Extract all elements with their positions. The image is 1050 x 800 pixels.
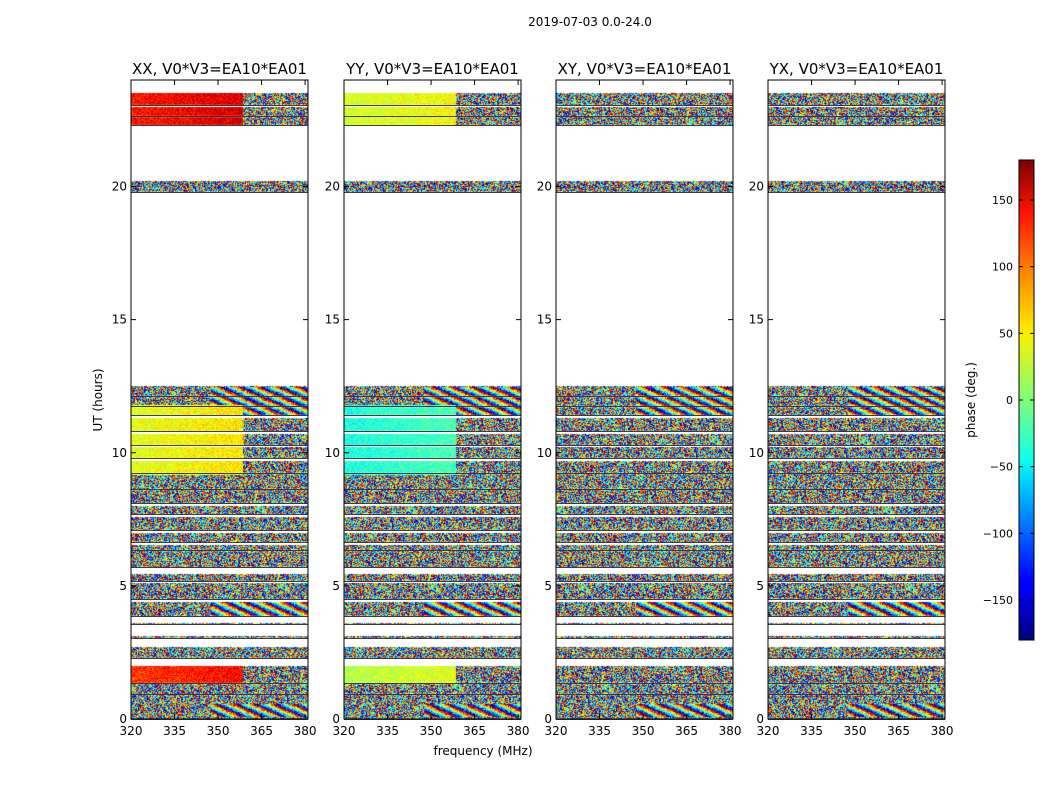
colorbar-tick-label: 100 — [992, 261, 1013, 274]
y-tick-label: 10 — [112, 446, 127, 460]
y-tick-label: 5 — [756, 579, 764, 593]
y-tick-label: 0 — [332, 712, 340, 726]
panel-title: XY, V0*V3=EA10*EA01 — [558, 60, 732, 78]
panel-frame — [555, 79, 734, 720]
y-tick-label: 20 — [537, 180, 552, 194]
colorbar-tick-label: −100 — [983, 527, 1013, 540]
figure-suptitle: 2019-07-03 0.0-24.0 — [528, 15, 652, 29]
x-tick-label: 350 — [420, 724, 443, 738]
x-axis-label: frequency (MHz) — [433, 744, 532, 758]
x-tick-label: 335 — [163, 724, 186, 738]
x-tick-label: 335 — [588, 724, 611, 738]
phase-raster — [131, 80, 308, 719]
colorbar-tick-label: −150 — [983, 594, 1013, 607]
panel-xy: XY, V0*V3=EA10*EA01 0 5 10 15 20 320 335 350 365 3… — [537, 60, 742, 738]
phase-raster — [768, 80, 945, 719]
panel-yy: YY, V0*V3=EA10*EA01 0 5 10 15 20 320 335 350 365 3… — [325, 60, 530, 738]
y-tick-label: 15 — [537, 313, 552, 327]
x-tick-label: 350 — [844, 724, 867, 738]
y-tick-label: 10 — [537, 446, 552, 460]
colorbar-tick-label: 150 — [992, 194, 1013, 207]
x-tick-label: 380 — [294, 724, 317, 738]
x-tick-label: 320 — [545, 724, 568, 738]
y-tick-label: 20 — [325, 180, 340, 194]
y-tick-label: 15 — [749, 313, 764, 327]
y-tick-label: 5 — [119, 579, 127, 593]
y-tick-label: 15 — [112, 313, 127, 327]
panel-yx: YX, V0*V3=EA10*EA01 0 5 10 15 20 320 335 350 365 3… — [749, 60, 954, 738]
x-tick-label: 365 — [463, 724, 486, 738]
phase-raster — [344, 80, 521, 719]
x-tick-label: 365 — [675, 724, 698, 738]
panel-frame — [130, 79, 309, 720]
y-tick-label: 5 — [544, 579, 552, 593]
x-tick-label: 320 — [120, 724, 143, 738]
colorbar-tick-label: −50 — [990, 461, 1013, 474]
y-tick-label: 20 — [112, 180, 127, 194]
x-tick-label: 365 — [250, 724, 273, 738]
panel-title: YX, V0*V3=EA10*EA01 — [769, 60, 944, 78]
x-tick-label: 380 — [507, 724, 530, 738]
panel-title: XX, V0*V3=EA10*EA01 — [132, 60, 307, 78]
y-tick-label: 0 — [544, 712, 552, 726]
x-tick-label: 350 — [632, 724, 655, 738]
phase-raster — [556, 80, 733, 719]
y-tick-label: 0 — [756, 712, 764, 726]
y-tick-label: 5 — [332, 579, 340, 593]
panel-xx: XX, V0*V3=EA10*EA01 0 5 10 15 20 320 335 350 365 3… — [112, 60, 317, 738]
colorbar-label: phase (deg.) — [964, 362, 978, 438]
x-tick-label: 320 — [333, 724, 356, 738]
x-tick-label: 335 — [800, 724, 823, 738]
panel-title: YY, V0*V3=EA10*EA01 — [345, 60, 519, 78]
x-tick-label: 380 — [931, 724, 954, 738]
x-tick-label: 350 — [207, 724, 230, 738]
panels: XX, V0*V3=EA10*EA01 0 5 10 15 20 320 335 350 365 3… — [112, 60, 954, 738]
x-tick-label: 320 — [757, 724, 780, 738]
panel-frame — [343, 79, 522, 720]
panel-frame — [767, 79, 946, 720]
colorbar: −150 −100 −50 0 50 100 150 phase (deg.) — [964, 159, 1035, 641]
x-tick-label: 365 — [887, 724, 910, 738]
y-tick-label: 10 — [749, 446, 764, 460]
y-tick-label: 20 — [749, 180, 764, 194]
colorbar-tick-label: 50 — [999, 327, 1013, 340]
y-tick-label: 10 — [325, 446, 340, 460]
y-axis-label: UT (hours) — [91, 368, 105, 431]
x-tick-label: 380 — [719, 724, 742, 738]
y-tick-label: 0 — [119, 712, 127, 726]
colorbar-tick-label: 0 — [1006, 394, 1013, 407]
x-tick-label: 335 — [376, 724, 399, 738]
y-tick-label: 15 — [325, 313, 340, 327]
